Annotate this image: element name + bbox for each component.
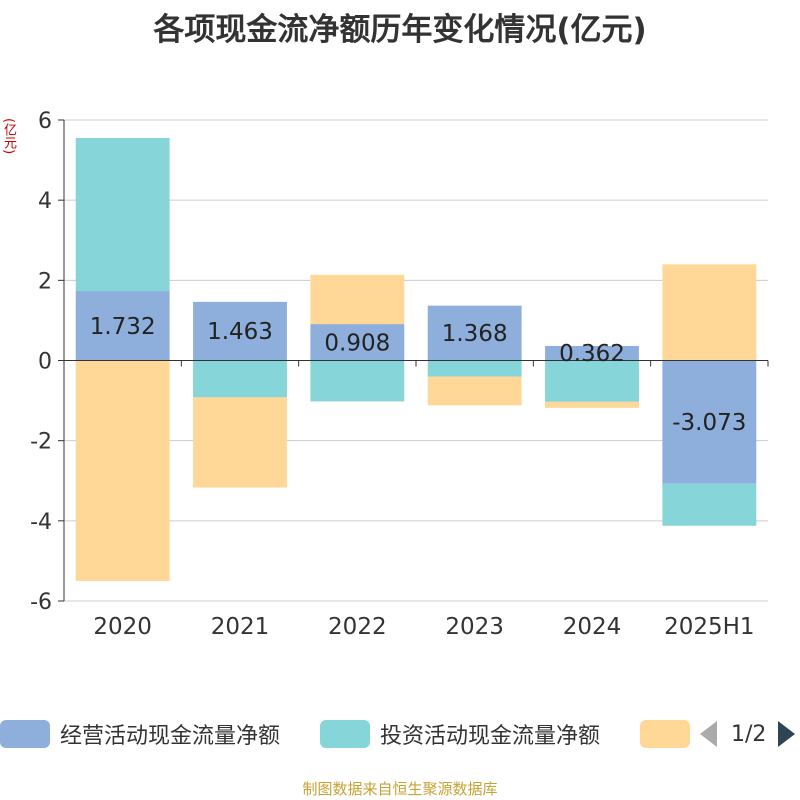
x-tick-label: 2020 <box>93 614 152 640</box>
legend: 经营活动现金流量净额 投资活动现金流量净额 <box>0 716 800 752</box>
y-tick-label: -4 <box>30 510 52 535</box>
data-label: 1.368 <box>442 321 508 347</box>
pager-next-arrow-icon[interactable] <box>778 721 796 747</box>
y-axis-unit-label: (亿元) <box>1 118 16 155</box>
legend-item-financing[interactable] <box>640 716 700 752</box>
y-tick-label: 4 <box>38 189 52 214</box>
data-label: 0.362 <box>559 341 625 367</box>
x-tick-label: 2022 <box>328 614 387 640</box>
data-source-note: 制图数据来自恒生聚源数据库 <box>302 780 498 798</box>
x-tick-label: 2021 <box>211 614 270 640</box>
pager-prev-arrow-icon[interactable] <box>700 721 717 747</box>
bar-series-0-2021 <box>193 301 287 361</box>
bar-series-0-2020 <box>75 291 170 361</box>
data-label: 0.908 <box>324 330 390 356</box>
bar-series-2-2025H1 <box>662 264 757 361</box>
y-tick-label: 2 <box>38 269 52 294</box>
bar-series-1-2021 <box>193 360 287 398</box>
legend-label-operating: 经营活动现金流量净额 <box>60 724 281 749</box>
legend-swatch-operating <box>0 720 50 748</box>
bar-series-2-2022 <box>310 274 405 325</box>
bar-series-0-2022 <box>310 324 405 361</box>
data-label: 1.463 <box>207 319 273 345</box>
bar-series-0-2025H1 <box>662 360 757 484</box>
bar-series-2-2021 <box>193 397 287 488</box>
bar-series-1-2020 <box>75 137 170 292</box>
legend-label-investing: 投资活动现金流量净额 <box>380 724 601 749</box>
bar-series-2-2023 <box>427 376 522 406</box>
bar-series-0-2023 <box>427 305 522 361</box>
legend-item-operating[interactable]: 经营活动现金流量净额 <box>0 716 280 752</box>
x-tick-label: 2024 <box>563 614 622 640</box>
bar-series-1-2022 <box>310 360 405 402</box>
bar-series-1-2025H1 <box>662 483 757 526</box>
legend-item-investing[interactable]: 投资活动现金流量净额 <box>320 716 600 752</box>
x-tick-label: 2025H1 <box>664 614 754 640</box>
pager-page-indicator: 1/2 <box>731 721 767 747</box>
chart-title: 各项现金流净额历年变化情况(亿元) <box>153 12 647 48</box>
data-label: -3.073 <box>672 410 746 436</box>
bar-series-1-2023 <box>427 360 522 377</box>
legend-pager: 1/2 <box>700 716 796 752</box>
bar-series-1-2024 <box>545 360 639 402</box>
y-tick-label: -2 <box>30 430 52 455</box>
bar-series-0-2024 <box>545 345 639 361</box>
x-tick-label: 2023 <box>445 614 504 640</box>
legend-swatch-investing <box>320 720 370 748</box>
data-label: 1.732 <box>90 314 156 340</box>
y-tick-label: -6 <box>30 590 52 615</box>
y-tick-label: 6 <box>38 109 52 134</box>
bar-series-2-2020 <box>75 360 170 581</box>
y-tick-label: 0 <box>38 350 52 375</box>
bar-series-2-2024 <box>545 401 639 408</box>
legend-swatch-financing <box>640 720 690 748</box>
